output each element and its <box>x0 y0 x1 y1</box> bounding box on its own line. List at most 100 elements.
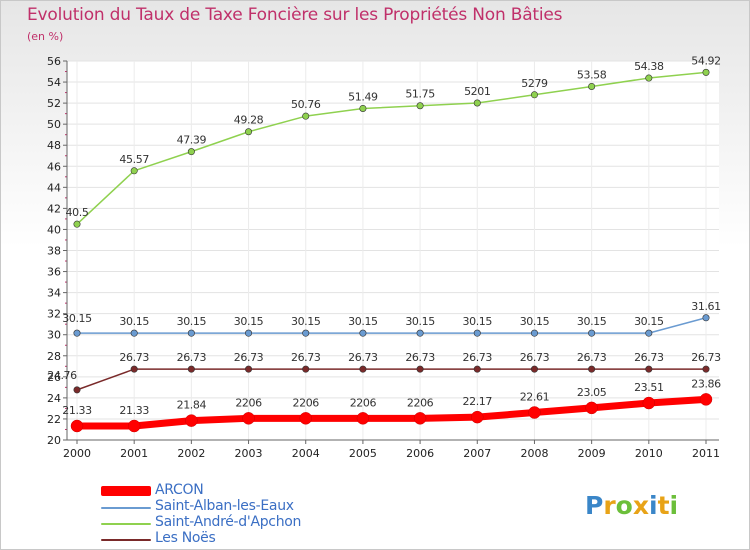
legend-label-arcon: ARCON <box>155 482 204 498</box>
data-label: 26.73 <box>634 351 664 364</box>
x-tick-label: 2009 <box>578 447 606 460</box>
y-tick-label: 54 <box>47 76 61 89</box>
data-label: 30.15 <box>291 315 321 328</box>
data-point <box>416 329 424 337</box>
data-point <box>245 128 253 136</box>
data-label: 51.49 <box>348 90 378 103</box>
data-label: 26.73 <box>177 351 207 364</box>
data-point <box>416 365 424 373</box>
data-point <box>356 412 370 425</box>
data-point <box>130 329 138 337</box>
data-point <box>302 329 310 337</box>
legend-swatch-saint-andre <box>101 523 151 525</box>
data-label: 21.84 <box>177 399 207 412</box>
data-point <box>473 99 481 107</box>
data-label: 23.86 <box>691 377 721 390</box>
x-tick-label: 2007 <box>463 447 491 460</box>
x-tick-label: 2001 <box>120 447 148 460</box>
data-label: 30.15 <box>348 315 378 328</box>
data-label: 30.15 <box>62 312 92 325</box>
y-tick-label: 30 <box>47 329 61 342</box>
data-point <box>245 365 253 373</box>
y-tick-label: 20 <box>47 434 61 447</box>
data-label: 5279 <box>521 77 548 90</box>
x-tick-label: 2011 <box>692 447 720 460</box>
y-tick-label: 48 <box>47 139 61 152</box>
data-point <box>588 82 596 90</box>
data-label: 51.75 <box>405 88 435 101</box>
logo-letter-i: i <box>649 491 658 520</box>
data-point <box>473 329 481 337</box>
data-label: 30.15 <box>577 315 607 328</box>
data-label: 30.15 <box>463 315 493 328</box>
series-line-0 <box>73 395 710 430</box>
data-label: 23.05 <box>577 386 607 399</box>
data-label: 30.15 <box>520 315 550 328</box>
y-tick-label: 44 <box>47 181 61 194</box>
x-tick-label: 2008 <box>520 447 548 460</box>
data-point <box>473 365 481 373</box>
data-label: 2206 <box>350 396 377 409</box>
data-label: 22.17 <box>463 395 493 408</box>
chart-svg: 20 22 24 26 28 30 32 34 36 38 40 42 44 46 48 50 52 54 56 20… <box>47 54 722 460</box>
data-label: 24.76 <box>47 369 77 382</box>
data-point <box>585 401 598 415</box>
data-label: 26.73 <box>691 351 721 364</box>
data-label: 47.39 <box>177 134 207 147</box>
data-label: 40.5 <box>66 206 89 219</box>
data-point <box>588 329 596 337</box>
data-point <box>127 419 141 433</box>
data-point <box>130 167 138 175</box>
legend-label-saint-alban: Saint-Alban-les-Eaux <box>155 498 294 514</box>
data-point <box>187 365 195 373</box>
data-label: 30.15 <box>177 315 207 328</box>
data-point <box>702 68 710 76</box>
data-point <box>588 365 596 373</box>
data-point <box>185 414 198 427</box>
data-point <box>645 74 653 82</box>
data-label: 30.15 <box>405 315 435 328</box>
data-label: 30.15 <box>634 315 664 328</box>
data-point <box>187 148 195 156</box>
y-tick-label: 28 <box>47 350 61 363</box>
data-point <box>302 365 310 373</box>
y-tick-label: 52 <box>47 97 61 110</box>
series-line-1 <box>76 317 707 334</box>
y-tick-label: 46 <box>47 160 61 173</box>
data-label: 2206 <box>407 396 434 409</box>
data-point <box>73 220 81 228</box>
data-point <box>187 329 195 337</box>
series-line-2 <box>76 71 707 225</box>
proxiti-logo: Proxiti <box>585 491 678 520</box>
data-point <box>70 419 84 433</box>
data-label: 26.73 <box>463 351 493 364</box>
y-tick-label: 26 <box>47 371 61 384</box>
data-label: 53.58 <box>577 68 607 81</box>
data-point <box>702 314 710 322</box>
data-point <box>242 412 255 425</box>
data-point <box>530 329 538 337</box>
data-label: 21.33 <box>62 404 92 417</box>
x-tick-label: 2010 <box>635 447 663 460</box>
data-label: 26.73 <box>577 351 607 364</box>
data-label: 26.73 <box>348 351 378 364</box>
logo-letter-r: r <box>603 491 616 520</box>
data-label: 2206 <box>235 396 262 409</box>
y-tick-label: 36 <box>47 266 61 279</box>
logo-letter-p: P <box>585 491 604 520</box>
data-label: 21.33 <box>119 404 149 417</box>
data-point <box>645 329 653 337</box>
data-point <box>416 102 424 110</box>
data-point <box>702 365 710 373</box>
x-tick-label: 2002 <box>177 447 205 460</box>
data-point <box>359 104 367 112</box>
logo-letter-o: o <box>615 491 633 520</box>
legend-swatch-arcon <box>101 486 151 496</box>
data-point <box>642 396 656 410</box>
legend-swatch-les-noes <box>101 539 151 541</box>
data-label: 54.92 <box>691 54 721 67</box>
data-point <box>530 365 538 373</box>
y-unit-label: (en %) <box>27 30 64 43</box>
data-point <box>413 412 427 425</box>
